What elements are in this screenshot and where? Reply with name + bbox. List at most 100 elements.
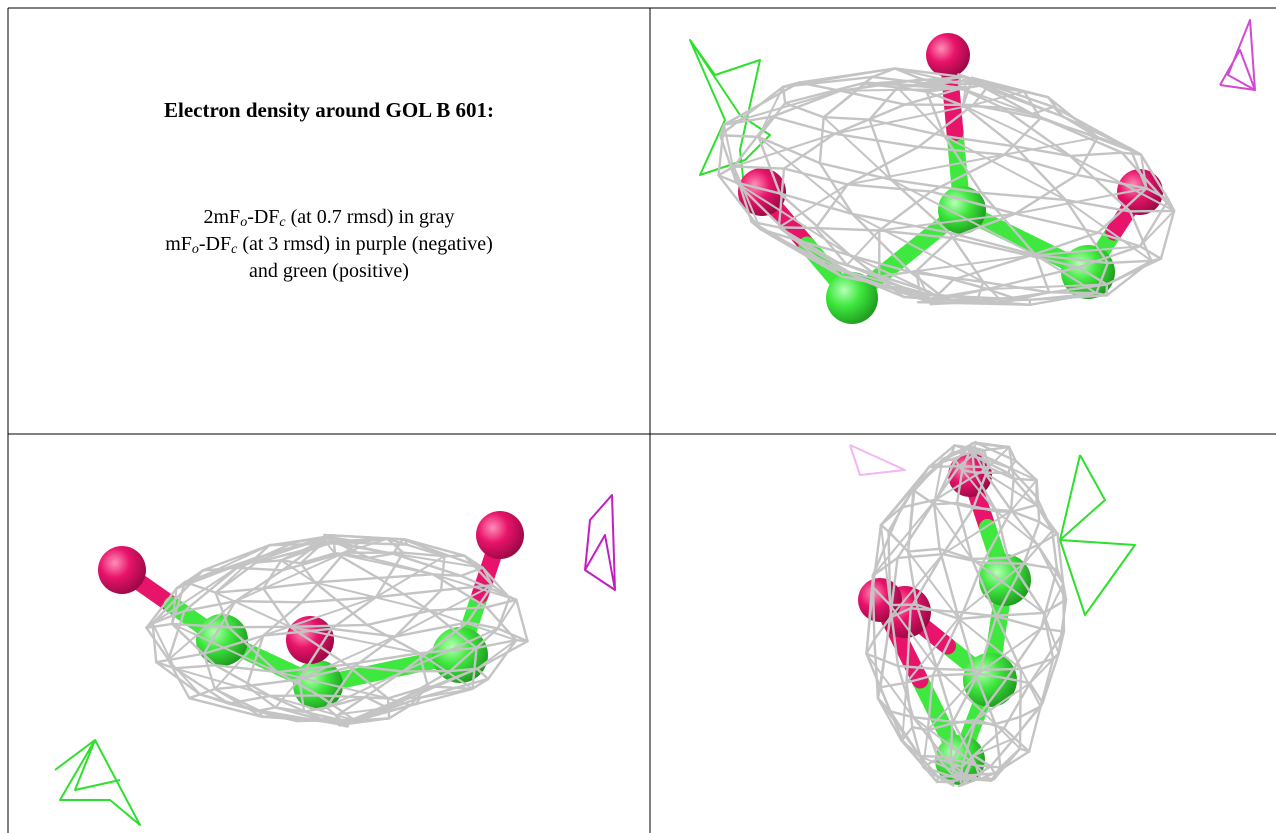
- mesh-line: [1007, 445, 1017, 462]
- mesh-line: [951, 720, 978, 767]
- table-borders: [7, 7, 1276, 833]
- mesh-line: [871, 523, 883, 589]
- mesh-line: [1077, 245, 1142, 269]
- mesh-line: [949, 762, 964, 768]
- mesh-line: [958, 86, 1004, 109]
- text: -DF: [247, 206, 280, 228]
- mesh-line: [274, 706, 306, 713]
- mesh-line: [914, 236, 953, 273]
- mesh-line: [846, 153, 1006, 186]
- mesh-line: [155, 658, 170, 664]
- mesh-line: [873, 638, 880, 700]
- mesh-line: [889, 604, 939, 671]
- mesh-line: [735, 181, 781, 195]
- text: (at 0.7 rmsd) in gray: [285, 206, 455, 228]
- mesh-line: [732, 165, 786, 170]
- mesh-line: [1019, 657, 1055, 671]
- mesh-line: [943, 134, 983, 195]
- mesh-line: [202, 652, 217, 691]
- mesh-line: [333, 540, 395, 555]
- mesh-line: [961, 104, 1072, 157]
- mesh-line: [295, 717, 323, 723]
- mesh-line: [365, 609, 431, 627]
- mesh-line: [989, 736, 1016, 768]
- mesh-line: [750, 220, 781, 229]
- mesh-line: [814, 183, 849, 230]
- mesh-line: [732, 115, 774, 168]
- mesh-line: [851, 212, 985, 283]
- mesh-line: [1009, 479, 1038, 512]
- mesh-line: [293, 535, 327, 544]
- mesh-line: [917, 145, 1006, 156]
- mesh-line: [274, 678, 301, 709]
- mesh-line: [782, 132, 836, 170]
- mesh-line: [818, 161, 854, 216]
- mesh-line: [254, 543, 271, 560]
- mesh-line: [475, 638, 518, 650]
- mesh-line: [1064, 198, 1153, 262]
- mesh-line: [1013, 145, 1072, 158]
- mesh-line: [213, 684, 248, 691]
- mesh-line: [962, 75, 1034, 116]
- oxygen-atom: [926, 33, 970, 77]
- mesh-line: [1105, 259, 1153, 286]
- mesh-line: [942, 755, 967, 777]
- mesh-line: [170, 622, 217, 667]
- mesh-line: [851, 212, 951, 234]
- mesh-line: [262, 596, 378, 637]
- caption-line: mFo-DFc (at 3 rmsd) in purple (negative): [8, 231, 650, 258]
- mesh-line: [918, 754, 940, 778]
- mesh-line: [878, 229, 953, 240]
- positive-map: [689, 39, 771, 196]
- carbon-atom: [963, 653, 1017, 707]
- mesh-line: [1138, 245, 1163, 260]
- mesh-line: [1000, 106, 1072, 158]
- mesh-line: [936, 757, 952, 765]
- mesh-line: [957, 617, 976, 672]
- mesh-line: [893, 67, 961, 85]
- mesh-line: [188, 687, 217, 700]
- mesh-line: [170, 580, 187, 626]
- mesh-line: [485, 606, 518, 642]
- mesh-line: [298, 627, 333, 681]
- mesh-line: [902, 295, 948, 302]
- mesh-line: [353, 664, 405, 673]
- mesh-line: [1010, 510, 1040, 547]
- mesh-line: [995, 510, 1039, 547]
- mesh-line: [418, 646, 478, 655]
- density-view-3: [849, 440, 1136, 788]
- mesh-line: [865, 574, 874, 655]
- mesh-line: [935, 667, 976, 672]
- mesh-line: [906, 547, 941, 553]
- mesh-line: [402, 551, 446, 558]
- mesh-line: [401, 538, 484, 569]
- mesh-line: [913, 489, 936, 506]
- mesh-line: [245, 678, 301, 688]
- mesh-line: [155, 660, 176, 670]
- mesh-line: [213, 634, 265, 691]
- mesh-line: [151, 622, 176, 670]
- mesh-line: [1005, 627, 1043, 680]
- mesh-line: [879, 681, 908, 689]
- mesh-line: [299, 562, 317, 584]
- positive-map: [54, 739, 141, 826]
- mesh-line: [1031, 105, 1055, 116]
- mesh-line: [333, 551, 370, 559]
- mesh-line: [1034, 253, 1051, 294]
- mesh-line: [977, 672, 1009, 680]
- mesh-line: [145, 626, 176, 670]
- mesh-line: [276, 671, 389, 700]
- mesh-line: [915, 254, 1031, 273]
- mesh-line: [302, 706, 328, 713]
- mesh-line: [909, 270, 985, 284]
- subscript: c: [231, 242, 238, 257]
- mesh-line: [957, 772, 996, 788]
- mesh-line: [345, 651, 421, 666]
- mesh-line: [889, 710, 915, 719]
- mesh-line: [929, 190, 1017, 215]
- mesh-line: [402, 667, 479, 699]
- mesh-line: [909, 270, 948, 302]
- mesh-line: [428, 609, 518, 642]
- mesh-line: [927, 444, 956, 469]
